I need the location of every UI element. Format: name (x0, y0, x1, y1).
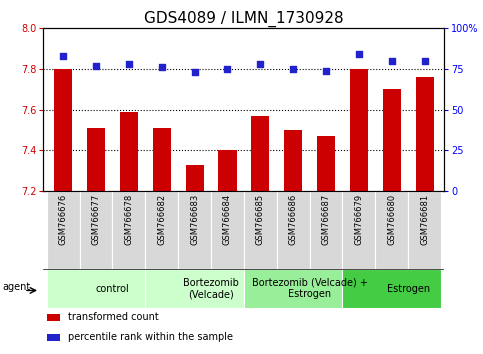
Text: GSM766676: GSM766676 (59, 194, 68, 245)
Bar (277, 191, 310, 269)
Text: Bortezomib (Velcade) +
Estrogen: Bortezomib (Velcade) + Estrogen (252, 278, 368, 299)
Bar (342, 269, 441, 308)
Point (388, 58, 396, 64)
Bar (153, 128, 171, 191)
Bar (310, 191, 342, 269)
Point (289, 66, 297, 72)
Bar (113, 191, 145, 269)
Text: agent: agent (2, 281, 30, 292)
Point (158, 64, 166, 70)
Text: GSM766686: GSM766686 (289, 194, 298, 245)
Point (59, 53, 67, 59)
Text: GSM766687: GSM766687 (322, 194, 330, 245)
Bar (251, 116, 270, 191)
Bar (54, 69, 72, 191)
Text: GSM766679: GSM766679 (355, 194, 363, 245)
Bar (178, 191, 211, 269)
Bar (244, 191, 277, 269)
Bar (87, 128, 105, 191)
Bar (284, 130, 302, 191)
Bar (350, 69, 368, 191)
Point (191, 69, 199, 75)
Bar (342, 191, 375, 269)
Bar (185, 165, 204, 191)
Bar (80, 191, 113, 269)
Point (322, 68, 330, 74)
Text: GSM766680: GSM766680 (387, 194, 396, 245)
Bar (408, 191, 441, 269)
Text: GSM766682: GSM766682 (157, 194, 166, 245)
Text: GSM766677: GSM766677 (92, 194, 100, 245)
Text: transformed count: transformed count (68, 312, 158, 322)
Point (224, 66, 231, 72)
Text: Bortezomib
(Velcade): Bortezomib (Velcade) (183, 278, 239, 299)
Bar (47, 333, 60, 341)
Bar (415, 77, 434, 191)
Point (125, 61, 133, 67)
Bar (120, 112, 138, 191)
Point (355, 52, 363, 57)
Text: Estrogen: Estrogen (387, 284, 430, 293)
Text: GSM766685: GSM766685 (256, 194, 265, 245)
Text: percentile rank within the sample: percentile rank within the sample (68, 332, 232, 342)
Bar (375, 191, 408, 269)
Text: GSM766681: GSM766681 (420, 194, 429, 245)
Point (92, 63, 100, 69)
Text: GSM766678: GSM766678 (125, 194, 133, 245)
Bar (47, 191, 80, 269)
Bar (47, 314, 60, 321)
Text: GSM766683: GSM766683 (190, 194, 199, 245)
Bar (47, 269, 145, 308)
Bar (145, 191, 178, 269)
Bar (218, 150, 237, 191)
Text: control: control (96, 284, 129, 293)
Point (256, 61, 264, 67)
Text: GSM766684: GSM766684 (223, 194, 232, 245)
Bar (383, 90, 401, 191)
Point (421, 58, 428, 64)
Bar (211, 191, 244, 269)
Title: GDS4089 / ILMN_1730928: GDS4089 / ILMN_1730928 (144, 11, 344, 27)
Bar (317, 136, 335, 191)
Bar (145, 269, 244, 308)
Bar (244, 269, 342, 308)
